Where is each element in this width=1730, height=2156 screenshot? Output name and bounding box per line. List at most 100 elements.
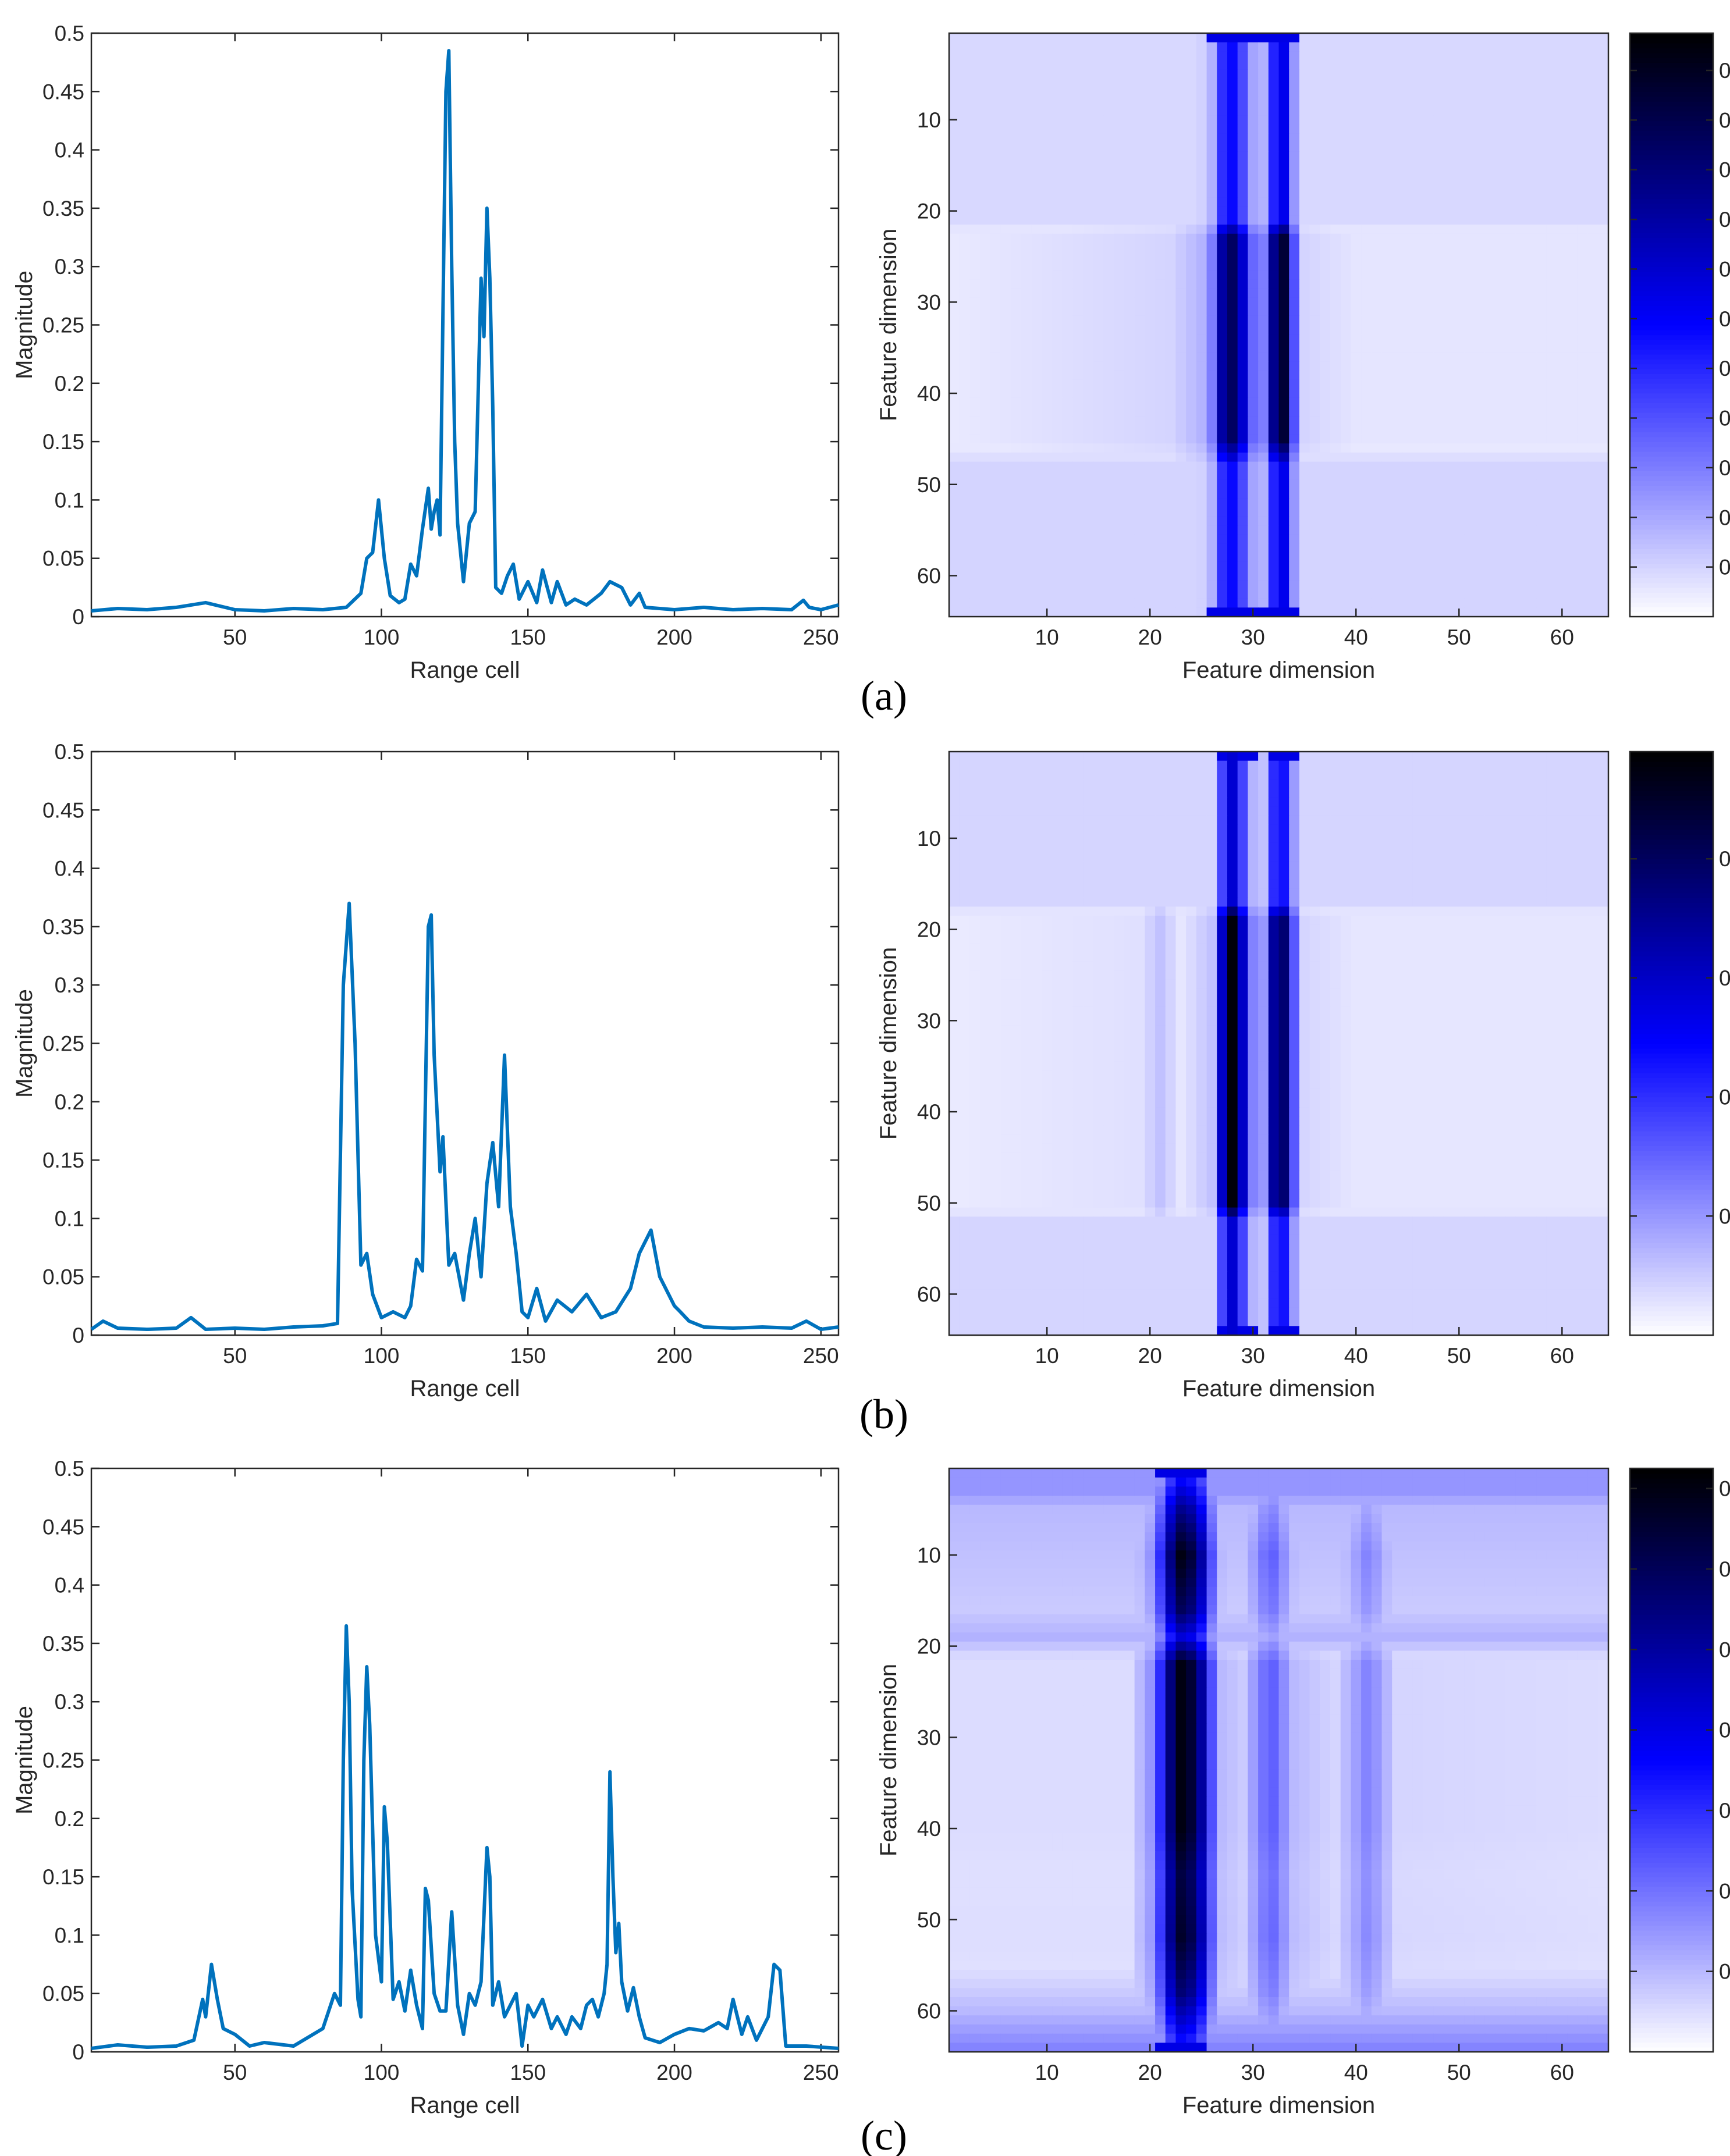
heatmap-cell — [1062, 288, 1074, 298]
heatmap-cell — [1278, 79, 1289, 88]
heatmap-cell — [1268, 243, 1280, 252]
heatmap-cell — [1577, 143, 1589, 152]
heatmap-cell — [1124, 243, 1135, 252]
heatmap-cell — [1227, 261, 1238, 271]
heatmap-cell — [1454, 553, 1465, 563]
heatmap-cell — [1289, 61, 1300, 70]
heatmap-cell — [1412, 489, 1423, 499]
heatmap-cell — [1227, 571, 1238, 581]
heatmap-cell — [1299, 33, 1310, 43]
heatmap-cell — [959, 379, 970, 389]
heatmap-cell — [1361, 589, 1372, 599]
heatmap-cell — [1196, 261, 1207, 271]
heatmap-cell — [1093, 779, 1104, 789]
heatmap-cell — [1206, 343, 1217, 353]
heatmap-cell — [1536, 534, 1547, 545]
heatmap-cell — [1515, 188, 1526, 198]
heatmap-cell — [1165, 471, 1177, 481]
heatmap-cell — [969, 397, 981, 408]
heatmap-cell — [1433, 151, 1444, 161]
heatmap-cell — [1567, 779, 1578, 789]
heatmap-cell — [1052, 252, 1063, 262]
heatmap-cell — [1217, 806, 1228, 816]
heatmap-cell — [980, 553, 991, 563]
heatmap-cell — [1402, 233, 1413, 244]
heatmap-cell — [1587, 479, 1598, 490]
heatmap-cell — [1598, 516, 1609, 526]
heatmap-cell — [1381, 779, 1392, 789]
heatmap-cell — [1526, 225, 1537, 234]
heatmap-cell — [949, 97, 960, 106]
heatmap-cell — [1484, 115, 1495, 125]
heatmap-cell — [959, 525, 970, 535]
heatmap-cell — [1454, 51, 1465, 61]
heatmap-cell — [1381, 206, 1392, 216]
heatmap-cell — [1361, 561, 1372, 572]
heatmap-cell — [1577, 115, 1589, 125]
heatmap-cell — [1155, 553, 1166, 563]
heatmap-cell — [1000, 389, 1011, 399]
heatmap-cell — [1124, 325, 1135, 335]
heatmap-cell — [1103, 133, 1114, 143]
heatmap-cell — [1423, 315, 1434, 326]
heatmap-cell — [1361, 806, 1372, 816]
heatmap-cell — [1072, 779, 1084, 789]
heatmap-cell — [1258, 334, 1269, 344]
heatmap-cell — [1557, 61, 1568, 70]
heatmap-cell — [1237, 33, 1248, 43]
heatmap-cell — [1515, 225, 1526, 234]
heatmap-cell — [990, 252, 1001, 262]
heatmap-cell — [1299, 760, 1310, 770]
heatmap-cell — [1299, 261, 1310, 271]
heatmap-cell — [949, 279, 960, 289]
heatmap-cell — [1351, 115, 1362, 125]
heatmap-cell — [1309, 434, 1320, 444]
heatmap-cell — [1433, 352, 1444, 362]
heatmap-cell — [1320, 325, 1331, 335]
heatmap-cell — [1495, 307, 1506, 316]
heatmap-cell — [1134, 115, 1145, 125]
heatmap-cell — [1093, 389, 1104, 399]
heatmap-cell — [1351, 197, 1362, 207]
heatmap-cell — [1062, 389, 1074, 399]
heatmap-cell — [1165, 279, 1177, 289]
heatmap-cell — [1443, 206, 1455, 216]
heatmap-cell — [1412, 760, 1423, 770]
heatmap-cell — [1031, 225, 1042, 234]
heatmap-cell — [969, 561, 981, 572]
heatmap-cell — [1248, 479, 1259, 490]
heatmap-cell — [1330, 607, 1341, 617]
heatmap-cell — [1042, 288, 1053, 298]
heatmap-cell — [1103, 607, 1114, 617]
heatmap-cell — [1557, 580, 1568, 590]
heatmap-cell — [1567, 361, 1578, 371]
heatmap-cell — [969, 42, 981, 52]
heatmap-cell — [1083, 215, 1094, 225]
heatmap-cell — [959, 215, 970, 225]
heatmap-cell — [1206, 115, 1217, 125]
heatmap-cell — [1000, 352, 1011, 362]
colorbar-segment — [1630, 417, 1713, 423]
heatmap-cell — [1093, 206, 1104, 216]
heatmap-cell — [1546, 42, 1558, 52]
heatmap-cell — [1587, 516, 1598, 526]
heatmap-cell — [1031, 797, 1042, 807]
heatmap-cell — [1330, 752, 1341, 762]
y-tick-label: 30 — [917, 290, 941, 314]
heatmap-cell — [1175, 389, 1187, 399]
heatmap-cell — [990, 553, 1001, 563]
heatmap-cell — [959, 788, 970, 798]
heatmap-cell — [1093, 760, 1104, 770]
heatmap-cell — [1103, 115, 1114, 125]
heatmap-cell — [1072, 233, 1084, 244]
heatmap-cell — [1567, 471, 1578, 481]
heatmap-cell — [1546, 106, 1558, 116]
heatmap-cell — [1237, 434, 1248, 444]
heatmap-cell — [1309, 106, 1320, 116]
heatmap-cell — [1237, 161, 1248, 170]
heatmap-cell — [1103, 279, 1114, 289]
heatmap-cell — [1402, 452, 1413, 462]
heatmap-cell — [1227, 215, 1238, 225]
heatmap-cell — [1526, 325, 1537, 335]
heatmap-cell — [1237, 580, 1248, 590]
